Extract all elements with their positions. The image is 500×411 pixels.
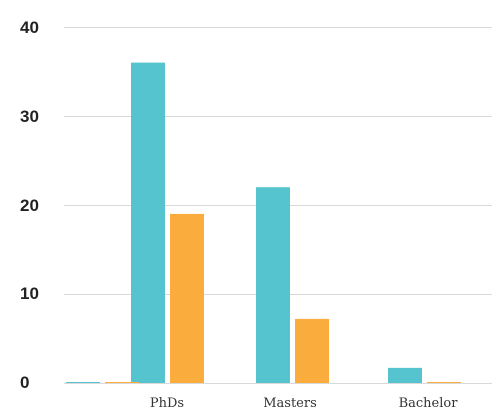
y-tick-label: 40 [20,18,39,37]
y-tick-label: 0 [20,373,29,392]
bar-series1-masters [256,187,290,383]
bar-series1-phds [131,62,165,383]
x-axis-ticks: PhDs Masters Bachelor [150,396,458,411]
y-axis-ticks: 0 10 20 30 40 [20,18,39,392]
bar-series1-bachelor [388,367,422,383]
bar-series2-phds [170,213,204,383]
y-tick-label: 20 [20,196,39,215]
bars [66,62,461,383]
bar-series2-blank [105,382,139,383]
y-tick-label: 30 [20,107,39,126]
x-tick-label: Masters [263,396,317,411]
bar-series1-blank [66,382,100,383]
y-tick-label: 10 [20,284,39,303]
bar-series2-bachelor [427,382,461,383]
x-tick-label: PhDs [150,396,184,411]
x-tick-label: Bachelor [399,396,459,411]
bar-series2-masters [295,318,329,383]
